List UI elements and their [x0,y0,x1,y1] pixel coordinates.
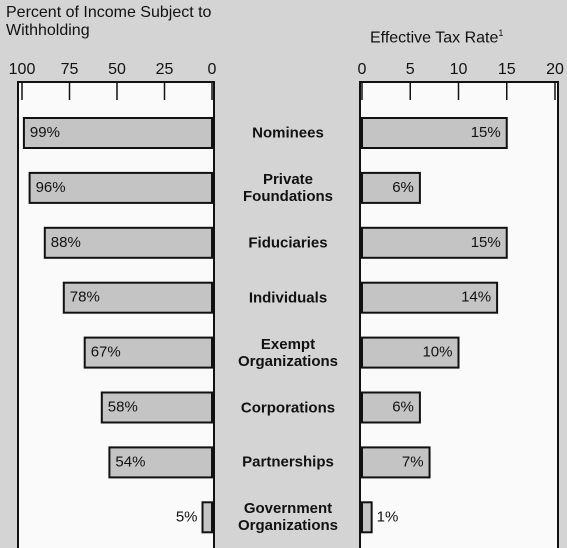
value-label: 7% [402,453,424,470]
bar [62,281,213,314]
x-tick-label: 0 [208,61,217,78]
value-label: 88% [51,234,81,251]
bar [361,281,499,314]
value-label: 6% [392,398,414,415]
category-label: Individuals [248,289,328,307]
x-tick-label: 5 [406,61,415,78]
x-tick-label: 15 [498,61,516,78]
value-label: 15% [471,234,501,251]
x-tick-label: 50 [108,61,126,78]
x-tick-label: 75 [61,61,79,78]
left-axis-title: Percent of Income Subject to Withholding [6,4,212,39]
bar [361,171,421,204]
bar [361,391,421,424]
category-label: Exempt Organizations [237,335,338,370]
x-tick-label: 25 [156,61,174,78]
category-label: Nominees [252,124,324,142]
bar [22,117,214,149]
bar [100,391,213,424]
category-label: Partnerships [242,453,334,471]
category-label: Government Organizations [237,500,338,535]
value-label: 15% [471,124,501,141]
value-label: 5% [176,508,198,525]
bar [83,336,213,369]
value-label: 6% [392,179,414,196]
bar [43,226,213,259]
value-label: 58% [108,398,138,415]
footnote-marker: 1 [498,28,504,38]
bar [28,171,213,204]
value-label: 78% [70,289,100,306]
x-tick-label: 0 [358,61,367,78]
x-tick-label: 100 [9,61,36,78]
category-label: Fiduciaries [248,234,328,252]
category-label: Corporations [240,399,336,416]
bar [108,446,213,479]
x-tick-label: 10 [450,61,468,78]
x-tick-label: 20 [546,61,564,78]
value-label: 67% [91,344,121,361]
bar [361,226,508,259]
value-label: 14% [461,289,491,306]
value-label: 99% [30,124,60,141]
bar [361,501,373,534]
value-label: 54% [115,453,145,470]
bar [361,446,431,479]
right-axis-title: Effective Tax Rate1 [370,24,503,47]
category-label: Private Foundations [243,170,333,205]
bar [361,336,460,369]
value-label: 10% [422,344,452,361]
value-label: 96% [36,179,66,196]
value-label: 1% [377,508,399,525]
bar [201,501,213,534]
right-axis-title-text: Effective Tax Rate [370,29,499,47]
bar [361,117,508,149]
